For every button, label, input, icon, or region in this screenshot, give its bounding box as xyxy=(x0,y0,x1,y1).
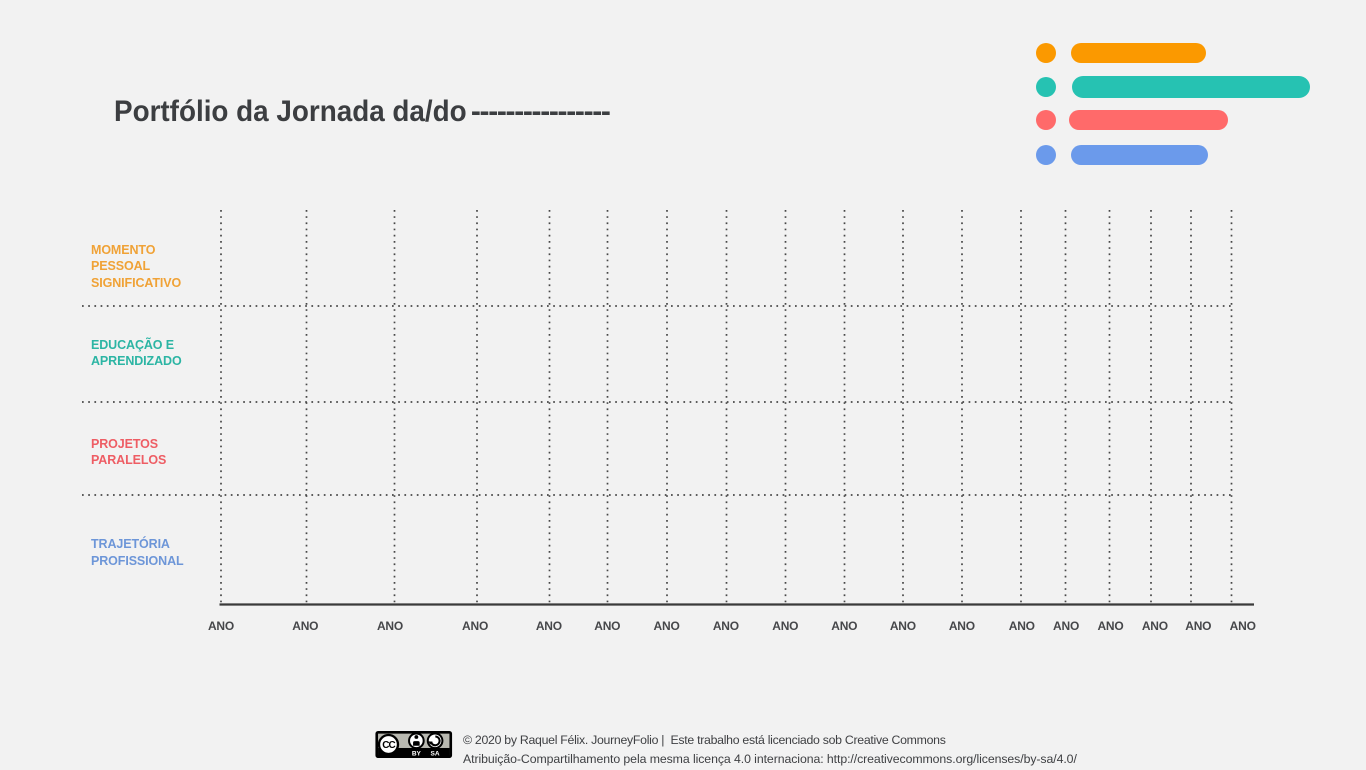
svg-text:BY: BY xyxy=(412,750,422,757)
svg-text:SA: SA xyxy=(431,750,440,757)
svg-text:CC: CC xyxy=(382,740,395,751)
